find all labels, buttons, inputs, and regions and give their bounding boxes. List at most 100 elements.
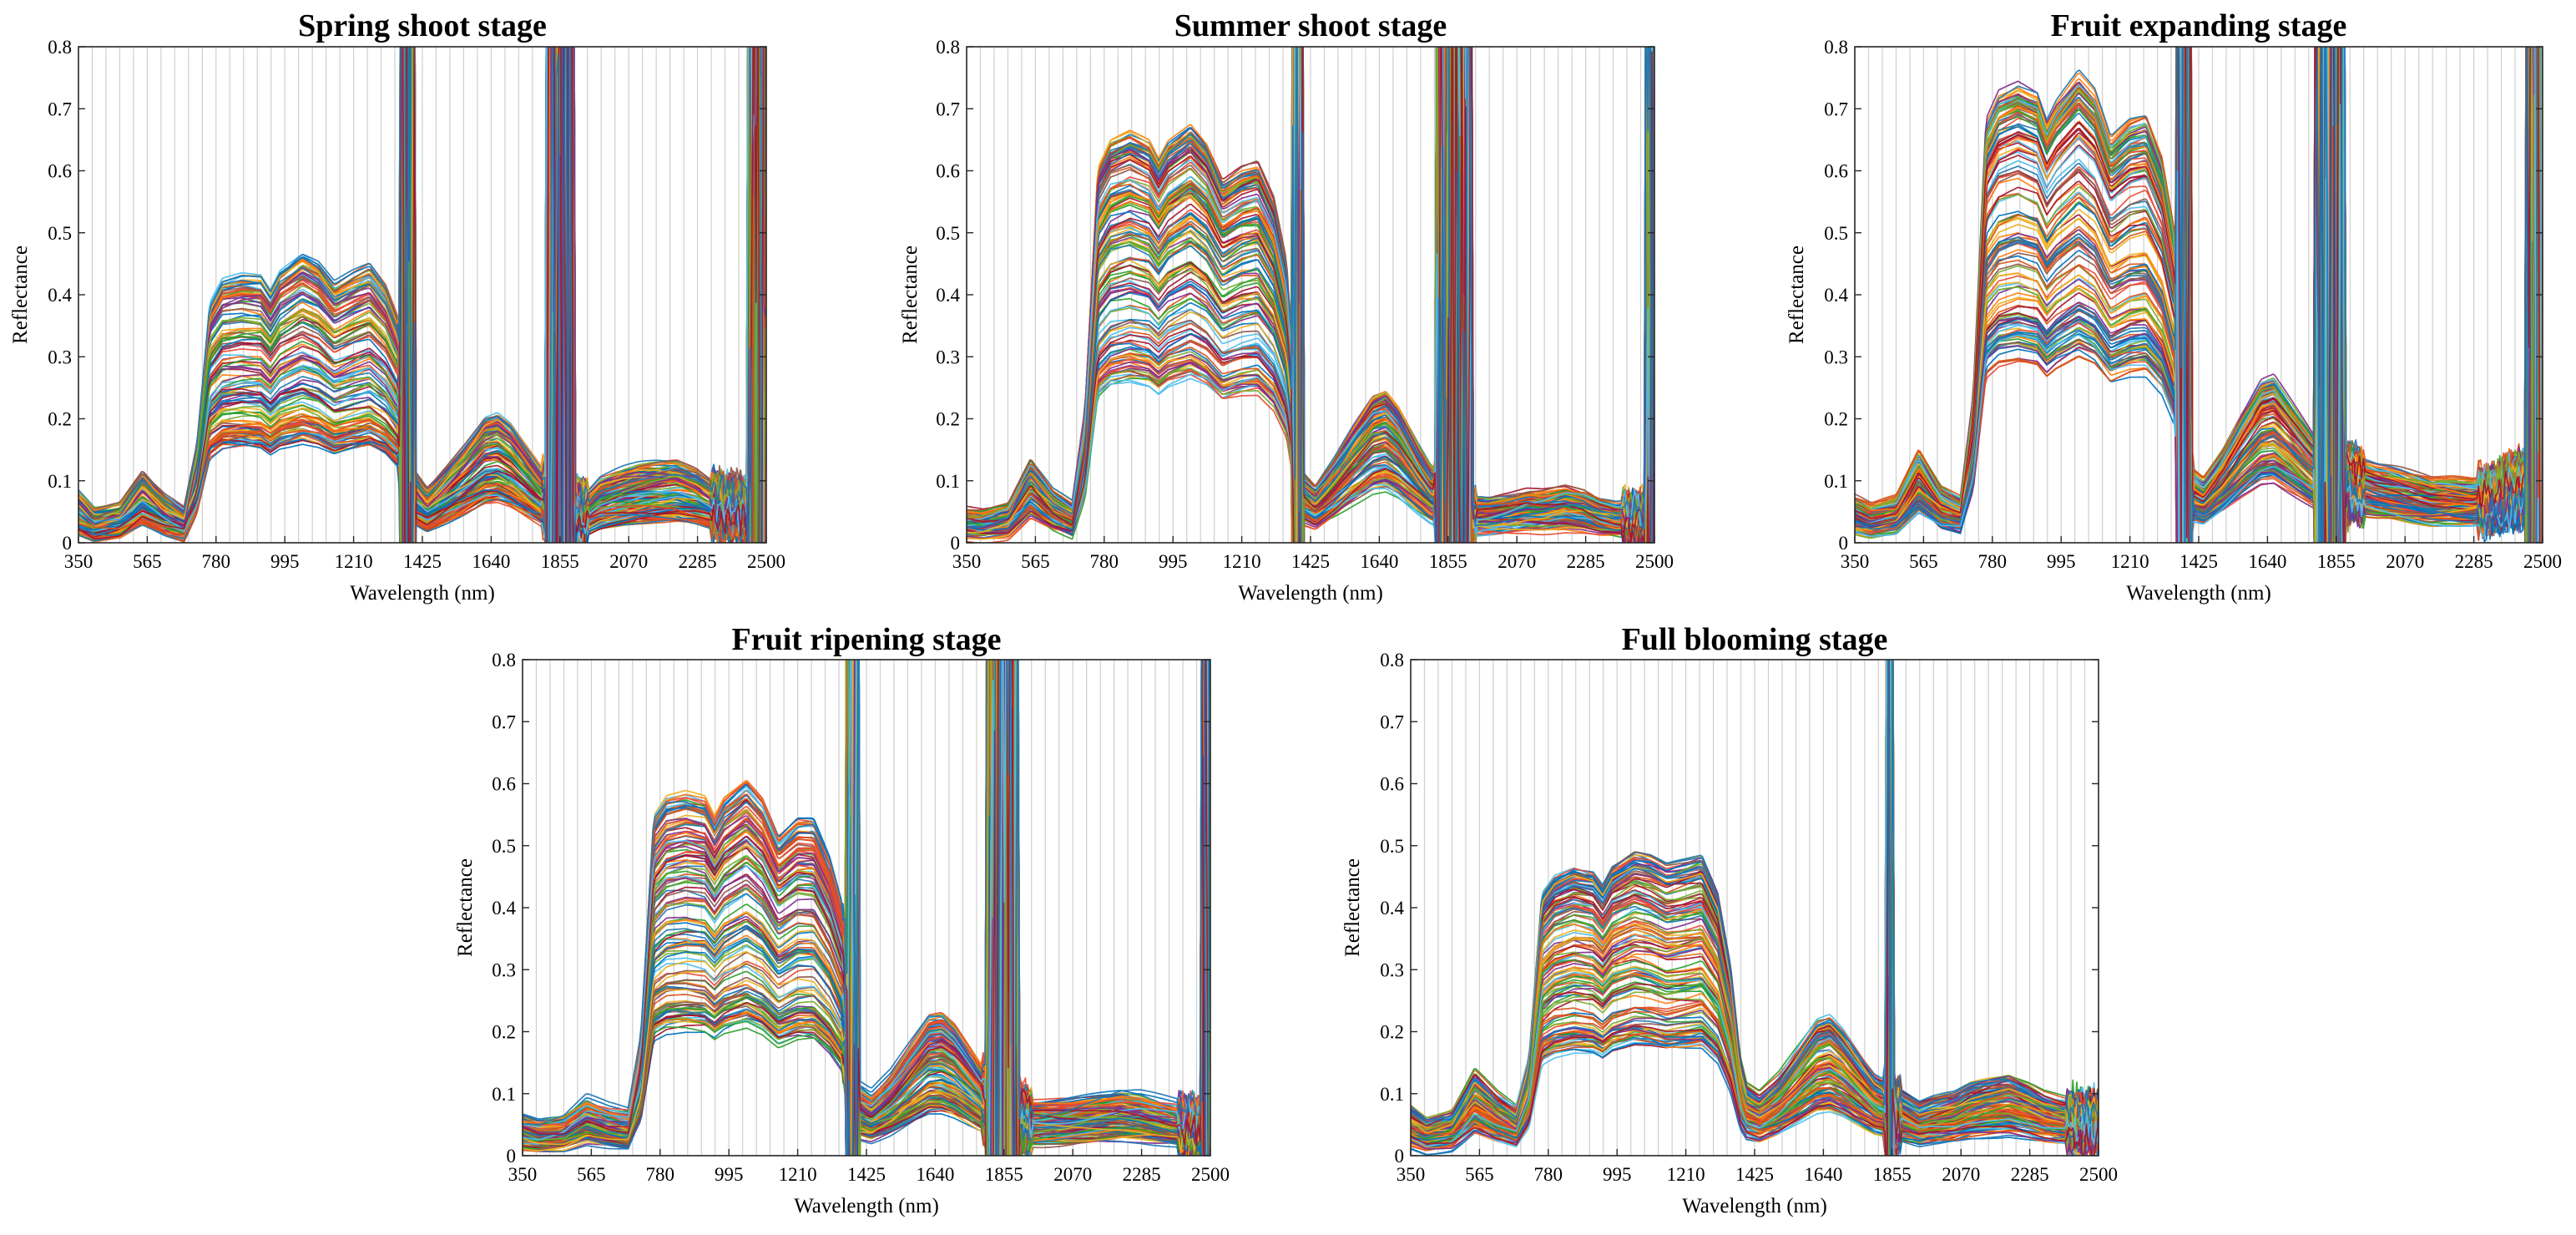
x-tick-label: 1425 — [403, 551, 442, 572]
chart-title: Summer shoot stage — [1174, 8, 1447, 43]
x-tick-label: 2500 — [2079, 1164, 2118, 1185]
x-tick-label: 1425 — [1291, 551, 1330, 572]
x-tick-label: 995 — [270, 551, 300, 572]
x-tick-label: 2070 — [2386, 551, 2424, 572]
x-tick-label: 780 — [1090, 551, 1119, 572]
x-axis-label: Wavelength (nm) — [794, 1195, 939, 1217]
y-axis-label: Reflectance — [1341, 858, 1364, 957]
x-tick-label: 1640 — [472, 551, 510, 572]
chart-title: Spring shoot stage — [298, 8, 547, 43]
x-tick-label: 2285 — [2011, 1164, 2049, 1185]
x-tick-label: 2500 — [747, 551, 785, 572]
y-tick-label: 0.5 — [936, 223, 960, 244]
x-axis-label: Wavelength (nm) — [2126, 582, 2271, 605]
y-tick-label: 0.8 — [1380, 650, 1404, 671]
y-tick-label: 0.5 — [48, 223, 72, 244]
y-tick-label: 0.8 — [936, 37, 960, 58]
x-tick-label: 1425 — [2179, 551, 2218, 572]
y-tick-label: 0.8 — [48, 37, 72, 58]
y-tick-label: 0.4 — [48, 285, 72, 306]
x-tick-label: 1425 — [847, 1164, 886, 1185]
x-tick-label: 1855 — [2317, 551, 2356, 572]
y-tick-label: 0.2 — [1824, 409, 1848, 430]
x-tick-label: 1210 — [2111, 551, 2149, 572]
x-tick-label: 565 — [1909, 551, 1938, 572]
x-tick-label: 350 — [64, 551, 93, 572]
y-axis-label: Reflectance — [454, 858, 477, 957]
y-tick-label: 0.3 — [48, 347, 72, 367]
chart-title: Full blooming stage — [1622, 622, 1888, 657]
x-tick-label: 2500 — [1635, 551, 1674, 572]
y-tick-label: 0.5 — [1824, 223, 1848, 244]
x-tick-label: 565 — [1465, 1164, 1494, 1185]
x-tick-label: 780 — [1978, 551, 2008, 572]
y-tick-label: 0.3 — [492, 959, 516, 980]
y-tick-label: 0.6 — [48, 161, 72, 182]
x-tick-label: 1640 — [1804, 1164, 1842, 1185]
y-axis-label: Reflectance — [9, 245, 32, 344]
y-tick-label: 0.4 — [1824, 285, 1848, 306]
y-tick-label: 0.7 — [1380, 711, 1404, 732]
x-tick-label: 1855 — [985, 1164, 1023, 1185]
y-tick-label: 0.4 — [1380, 898, 1404, 919]
y-tick-label: 0.7 — [492, 711, 516, 732]
y-tick-label: 0.6 — [1824, 161, 1848, 182]
x-tick-label: 1425 — [1735, 1164, 1774, 1185]
x-tick-label: 2070 — [1053, 1164, 1092, 1185]
y-axis-label: Reflectance — [1786, 245, 1808, 344]
x-tick-label: 2500 — [2523, 551, 2562, 572]
y-tick-label: 0.6 — [936, 161, 960, 182]
x-tick-label: 2500 — [1191, 1164, 1230, 1185]
y-tick-label: 0.3 — [1824, 347, 1848, 367]
y-tick-label: 0.1 — [1824, 471, 1848, 492]
x-tick-label: 1210 — [1223, 551, 1261, 572]
x-tick-label: 2070 — [1942, 1164, 1980, 1185]
x-tick-label: 1210 — [1667, 1164, 1705, 1185]
y-tick-label: 0.8 — [492, 650, 516, 671]
x-tick-label: 780 — [1534, 1164, 1563, 1185]
y-tick-label: 0.1 — [1380, 1084, 1404, 1105]
x-tick-label: 780 — [202, 551, 231, 572]
x-tick-label: 350 — [1841, 551, 1870, 572]
y-tick-label: 0.2 — [1380, 1022, 1404, 1043]
y-tick-label: 0.5 — [492, 836, 516, 857]
x-tick-label: 1855 — [1429, 551, 1467, 572]
x-tick-label: 2285 — [1123, 1164, 1161, 1185]
x-tick-label: 1640 — [2248, 551, 2286, 572]
x-axis-label: Wavelength (nm) — [1238, 582, 1383, 605]
x-tick-label: 565 — [133, 551, 162, 572]
y-tick-label: 0.8 — [1824, 37, 1848, 58]
x-tick-label: 995 — [1159, 551, 1188, 572]
y-tick-label: 0.3 — [1380, 959, 1404, 980]
x-tick-label: 995 — [2047, 551, 2076, 572]
chart-panel: Fruit expanding stage 00.10.20.30.40.50.… — [1786, 0, 2562, 667]
x-tick-label: 2070 — [1498, 551, 1536, 572]
x-axis-label: Wavelength (nm) — [1682, 1195, 1827, 1217]
x-tick-label: 780 — [646, 1164, 675, 1185]
chart-panel: Summer shoot stage 00.10.20.30.40.50.60.… — [899, 0, 1674, 666]
x-tick-label: 350 — [508, 1164, 538, 1185]
y-tick-label: 0.2 — [936, 409, 960, 430]
y-tick-label: 0.6 — [1380, 774, 1404, 795]
chart-panel: Spring shoot stage 00.10.20.30.40.50.60.… — [9, 0, 785, 666]
x-tick-label: 1855 — [1873, 1164, 1912, 1185]
x-tick-label: 350 — [1397, 1164, 1426, 1185]
y-tick-label: 0.7 — [48, 99, 72, 119]
x-tick-label: 1210 — [335, 551, 373, 572]
x-tick-label: 1640 — [1360, 551, 1398, 572]
x-tick-label: 565 — [1021, 551, 1050, 572]
x-tick-label: 2285 — [679, 551, 717, 572]
y-tick-label: 0.7 — [1824, 99, 1848, 119]
x-tick-label: 995 — [1603, 1164, 1632, 1185]
y-tick-label: 0.7 — [936, 99, 960, 119]
x-tick-label: 995 — [715, 1164, 744, 1185]
y-tick-label: 0.5 — [1380, 836, 1404, 857]
y-tick-label: 0.1 — [492, 1084, 516, 1105]
y-tick-label: 0.6 — [492, 774, 516, 795]
y-tick-label: 0.4 — [936, 285, 960, 306]
y-tick-label: 0.1 — [936, 471, 960, 492]
x-tick-label: 2285 — [1567, 551, 1605, 572]
y-tick-label: 0.3 — [936, 347, 960, 367]
x-tick-label: 2285 — [2455, 551, 2493, 572]
